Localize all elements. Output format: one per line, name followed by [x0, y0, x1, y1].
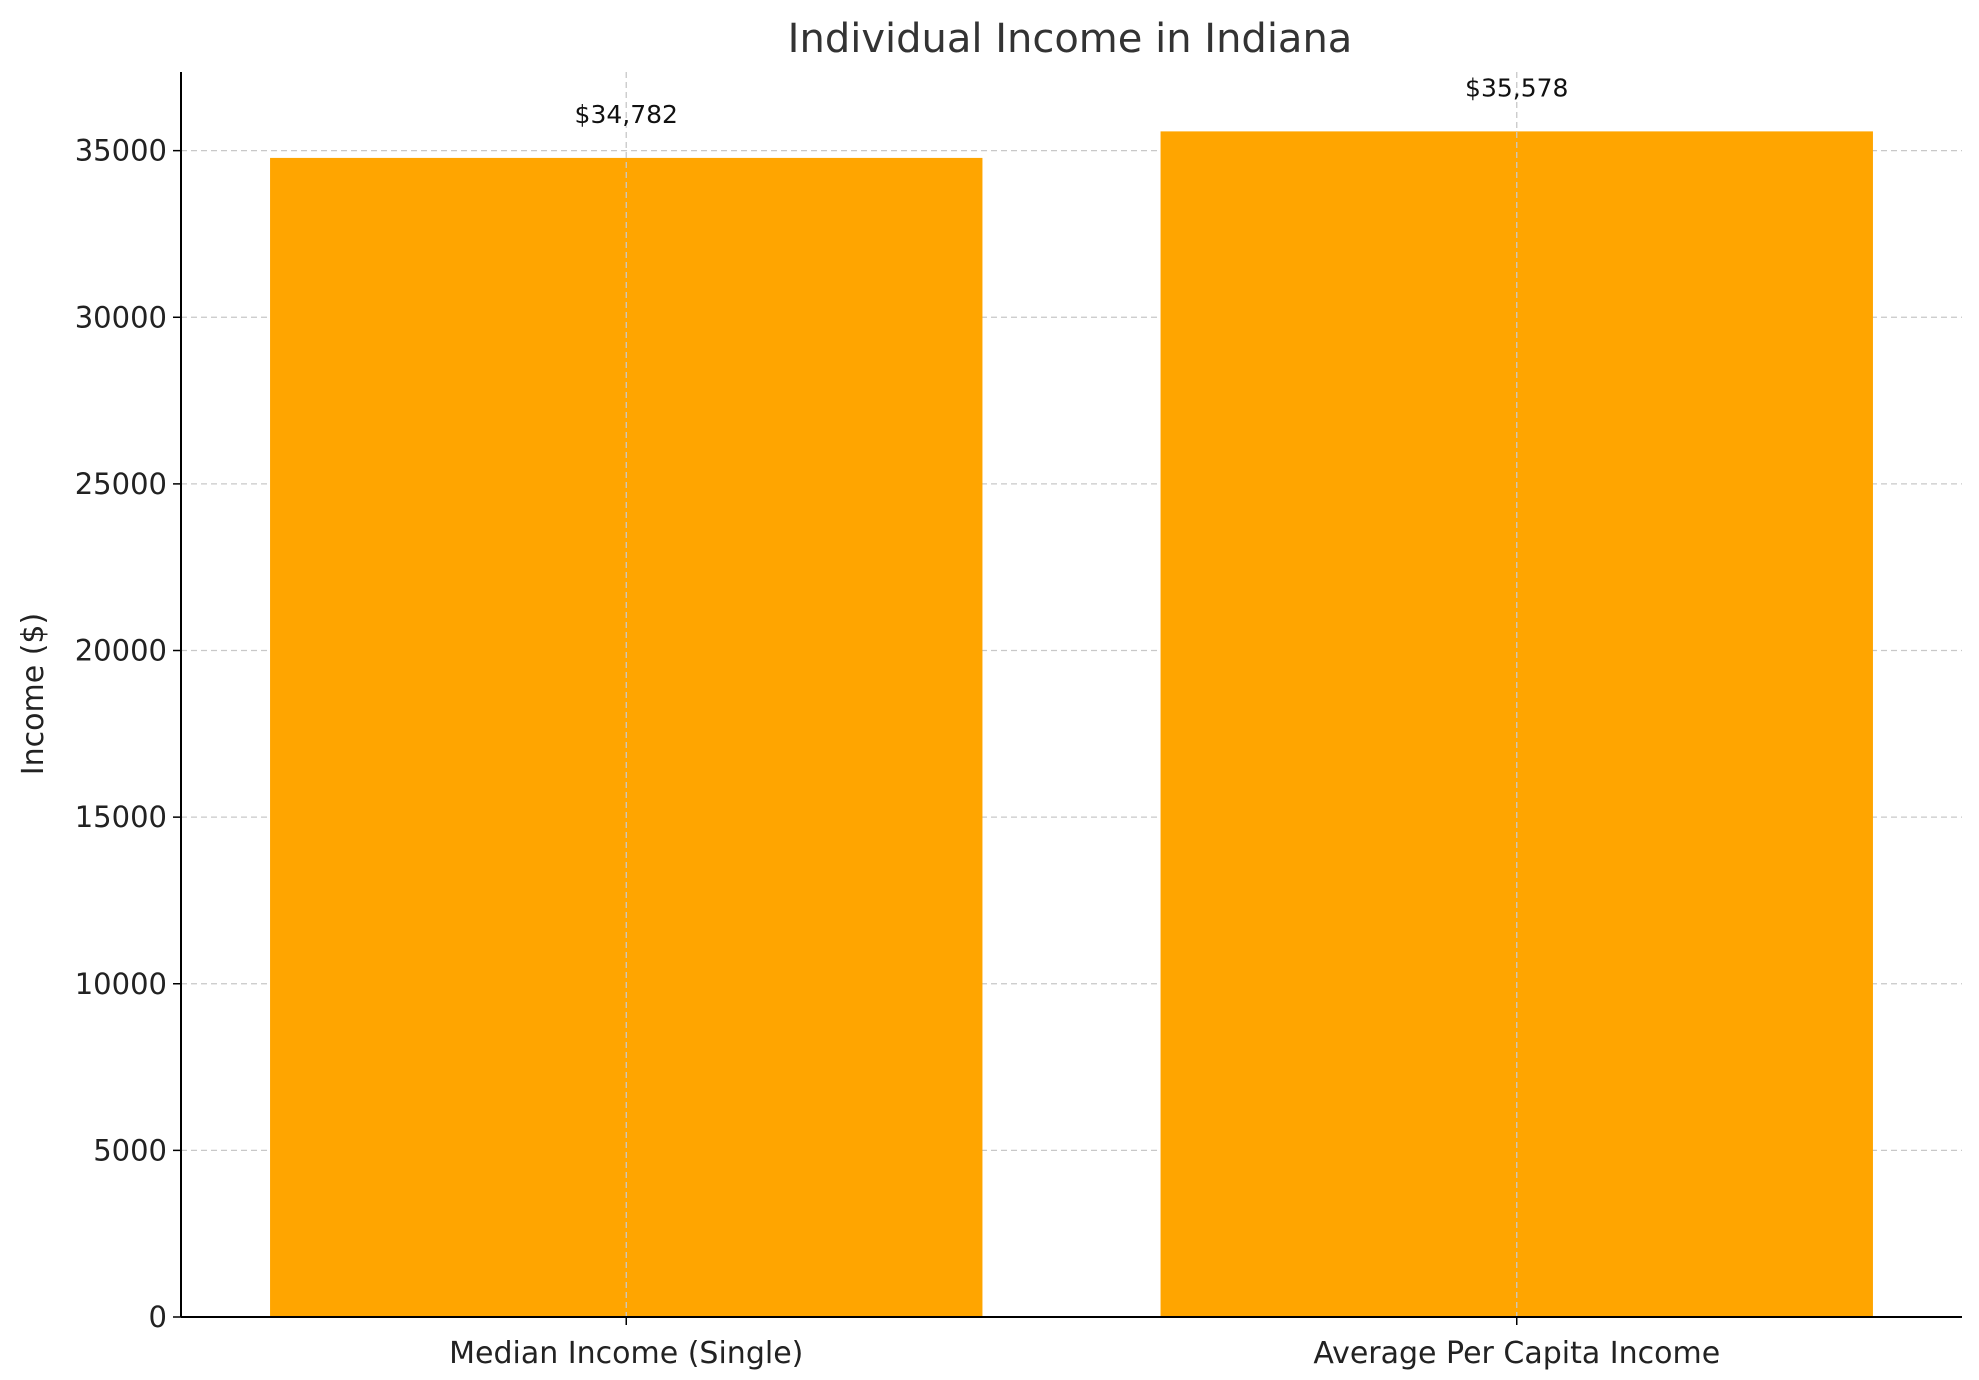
chart-title: Individual Income in Indiana [788, 16, 1353, 62]
axes [180, 72, 1962, 1318]
value-labels: $34,782 $35,578 [575, 73, 1569, 129]
bars [270, 131, 1873, 1318]
y-tick-label: 30000 [75, 300, 167, 334]
y-tick-label: 5000 [93, 1133, 167, 1167]
x-tick-label: Average Per Capita Income [1313, 1336, 1720, 1371]
y-tick-label: 15000 [75, 800, 167, 834]
bar-value-label: $34,782 [575, 100, 678, 129]
y-tick-label: 25000 [75, 467, 167, 501]
x-tick-label: Median Income (Single) [449, 1336, 803, 1371]
y-tick-label: 20000 [75, 634, 167, 668]
ticks: 0 5000 10000 15000 20000 25000 30000 35000 Media… [75, 134, 1720, 1371]
y-axis-label: Income ($) [16, 613, 51, 775]
bar-value-label: $35,578 [1465, 73, 1568, 102]
x-grid [625, 72, 1518, 1317]
y-tick-label: 0 [149, 1300, 167, 1334]
y-tick-label: 35000 [75, 134, 167, 168]
y-tick-label: 10000 [75, 967, 167, 1001]
